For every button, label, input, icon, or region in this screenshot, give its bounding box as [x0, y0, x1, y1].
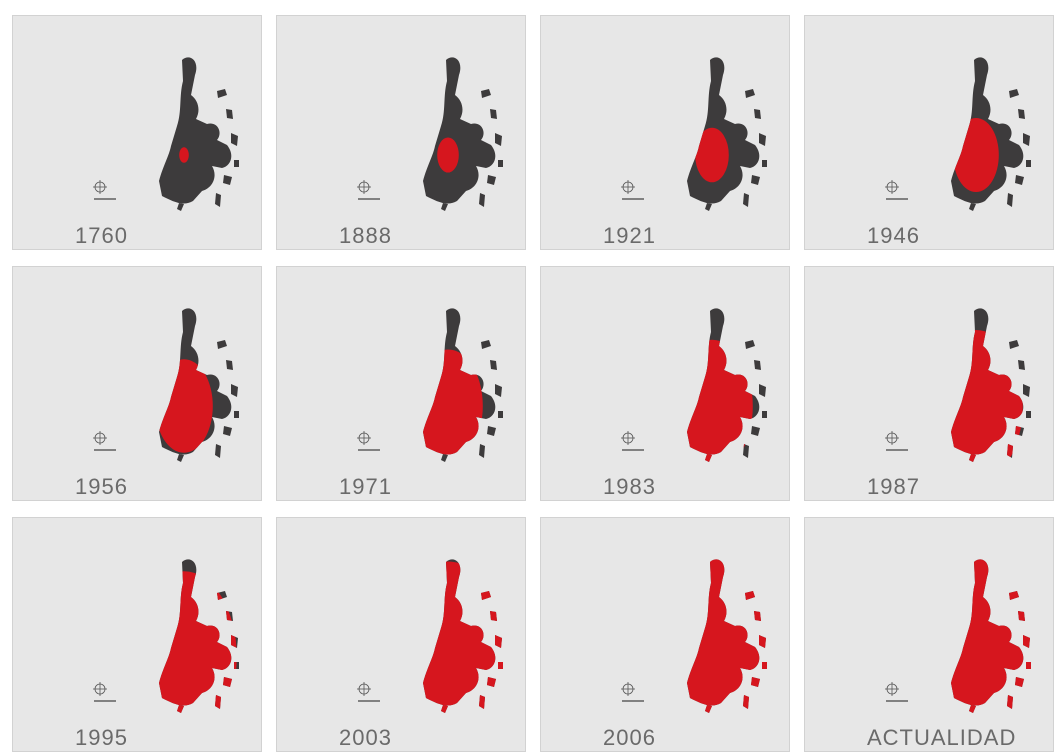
map-panel: 1946: [804, 15, 1054, 250]
panel-background: [276, 266, 526, 501]
compass: [621, 682, 644, 702]
compass: [621, 180, 644, 200]
map-panel: 1983: [540, 266, 790, 501]
panel-background: [540, 517, 790, 752]
map-panel: 1987: [804, 266, 1054, 501]
compass: [357, 682, 380, 702]
panel-background: [804, 15, 1054, 250]
panel-background: [276, 15, 526, 250]
map-panel: 1995: [12, 517, 262, 752]
year-label: 1921: [603, 223, 656, 248]
compass: [93, 180, 116, 200]
map-panel: 2003: [276, 517, 526, 752]
map-panel: ACTUALIDAD: [804, 517, 1054, 752]
year-label: 1971: [339, 474, 392, 499]
panel-background: [12, 266, 262, 501]
compass: [357, 180, 380, 200]
year-label: ACTUALIDAD: [867, 725, 1016, 750]
compass: [357, 431, 380, 451]
map-panel: 1888: [276, 15, 526, 250]
compass: [93, 431, 116, 451]
year-label: 2003: [339, 725, 392, 750]
compass: [885, 431, 908, 451]
map-panel: 2006: [540, 517, 790, 752]
panel-background: [540, 15, 790, 250]
panel-background: [540, 266, 790, 501]
panel-background: [804, 266, 1054, 501]
year-label: 1995: [75, 725, 128, 750]
year-label: 2006: [603, 725, 656, 750]
year-label: 1956: [75, 474, 128, 499]
panel-background: [804, 517, 1054, 752]
year-label: 1946: [867, 223, 920, 248]
year-label: 1760: [75, 223, 128, 248]
compass: [885, 682, 908, 702]
panel-background: [12, 15, 262, 250]
map-panel: 1971: [276, 266, 526, 501]
panel-background: [12, 517, 262, 752]
map-panel: 1921: [540, 15, 790, 250]
map-panel: 1760: [12, 15, 262, 250]
compass: [93, 682, 116, 702]
year-label: 1888: [339, 223, 392, 248]
compass: [621, 431, 644, 451]
map-panel: 1956: [12, 266, 262, 501]
year-label: 1987: [867, 474, 920, 499]
year-label: 1983: [603, 474, 656, 499]
panel-background: [276, 517, 526, 752]
compass: [885, 180, 908, 200]
